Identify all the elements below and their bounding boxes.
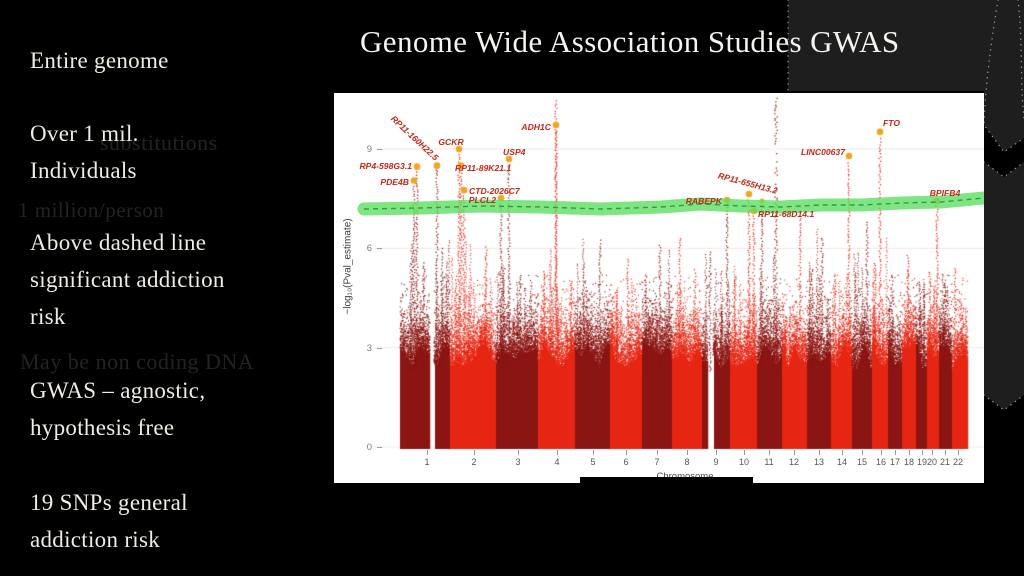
x-tick-label-10: 10 <box>738 457 749 467</box>
x-tick-mark <box>881 450 882 455</box>
snp-label-RP11-89K21.1: RP11-89K21.1 <box>455 163 511 173</box>
black-bar-overlay <box>580 477 753 483</box>
x-tick-mark <box>474 450 475 455</box>
x-tick-label-20: 20 <box>926 457 937 467</box>
snp-label-RP4-598G3.1: RP4-598G3.1 <box>359 161 412 171</box>
x-tick-label-22: 22 <box>952 457 963 467</box>
x-tick-label-11: 11 <box>764 457 774 467</box>
x-tick-mark <box>744 450 745 455</box>
x-tick-mark <box>518 450 519 455</box>
y-tick-label-9: 9 <box>366 144 372 156</box>
snp-label-LINC00637: LINC00637 <box>801 147 846 157</box>
x-tick-mark <box>687 450 688 455</box>
x-tick-mark <box>958 450 959 455</box>
x-tick-label-21: 21 <box>939 457 950 467</box>
snp-label-PDE4B: PDE4B <box>380 177 409 187</box>
deco-side-shape <box>984 162 1024 410</box>
x-tick-mark <box>657 450 658 455</box>
gwas-manhattan-plot: PDE4B RP4-598G3.1 RP11-160H22.5 GCKR RP11-89… <box>334 93 984 483</box>
snp-label-RP11-68D14.1: RP11-68D14.1 <box>758 209 814 219</box>
bullet-19-snps: 19 SNPs general addiction risk <box>30 490 188 552</box>
y-tick-mark <box>377 248 382 250</box>
x-tick-label-4: 4 <box>554 457 560 467</box>
x-tick-label-5: 5 <box>590 457 596 467</box>
x-tick-mark <box>593 450 594 455</box>
bullet-dashed-line: Above dashed line significant addiction … <box>30 230 225 329</box>
y-tick-mark <box>377 347 382 349</box>
x-tick-mark <box>932 450 933 455</box>
y-tick-label-3: 3 <box>366 342 372 354</box>
x-tick-label-6: 6 <box>623 457 629 467</box>
x-tick-mark <box>842 450 843 455</box>
snp-label-RABEPK: RABEPK <box>686 196 723 206</box>
x-tick-mark <box>769 450 770 455</box>
y-tick-label-6: 6 <box>366 243 372 255</box>
x-tick-label-1: 1 <box>424 457 430 467</box>
x-axis-title: Chromosome <box>605 471 765 482</box>
ghost-text-3: May be non coding DNA <box>20 349 255 374</box>
x-tick-mark <box>626 450 627 455</box>
x-tick-mark <box>557 450 558 455</box>
snp-label-USP4: USP4 <box>503 147 526 157</box>
x-tick-mark <box>922 450 923 455</box>
ghost-text-2: 1 million/person <box>18 198 165 222</box>
y-tick-label-0: 0 <box>366 442 372 453</box>
slide-title: Genome Wide Association Studies GWAS <box>360 24 900 59</box>
x-tick-mark <box>716 450 717 455</box>
ghost-text-1: substitutions <box>100 130 218 155</box>
snp-label-RP11-655H13.2: RP11-655H13.2 <box>717 170 779 196</box>
x-tick-mark <box>862 450 863 455</box>
x-tick-mark <box>895 450 896 455</box>
deco-top-shape <box>788 0 1024 152</box>
deco-dotted-borders <box>787 0 1024 411</box>
x-tick-label-18: 18 <box>903 457 914 467</box>
x-tick-label-15: 15 <box>856 457 867 467</box>
x-tick-label-12: 12 <box>788 457 799 467</box>
snp-label-GCKR: GCKR <box>438 137 464 147</box>
x-tick-mark <box>794 450 795 455</box>
x-tick-label-7: 7 <box>654 457 660 467</box>
bullet-individuals: Over 1 mil. Individuals <box>30 121 139 183</box>
x-tick-mark <box>909 450 910 455</box>
x-tick-label-17: 17 <box>889 457 900 467</box>
snp-label-PLCL2: PLCL2 <box>469 195 496 205</box>
x-tick-label-9: 9 <box>713 457 719 467</box>
x-tick-mark <box>819 450 820 455</box>
bullet-gwas-agnostic: GWAS – agnostic, hypothesis free <box>30 378 206 440</box>
snp-label-CTD-2026C7: CTD-2026C7 <box>469 186 521 196</box>
x-tick-label-8: 8 <box>684 457 690 467</box>
bullet-entire-genome: Entire genome <box>30 48 169 73</box>
manhattan-dots-canvas <box>334 93 984 483</box>
x-tick-label-2: 2 <box>471 457 477 467</box>
x-tick-label-3: 3 <box>515 457 521 467</box>
snp-label-RP11-160H22.5: RP11-160H22.5 <box>389 114 441 163</box>
x-tick-label-13: 13 <box>813 457 824 467</box>
y-tick-mark <box>377 447 382 448</box>
x-tick-label-19: 19 <box>916 457 927 467</box>
snp-label-FTO: FTO <box>883 118 900 128</box>
y-tick-mark <box>377 149 382 151</box>
y-axis-title: −log₁₀(Pval_estimate) <box>342 218 354 315</box>
x-tick-mark <box>427 450 428 455</box>
snp-label-BPIFB4: BPIFB4 <box>930 188 961 198</box>
significance-dashed-line <box>363 197 984 210</box>
x-tick-label-16: 16 <box>875 457 886 467</box>
x-tick-mark <box>945 450 946 455</box>
x-tick-label-14: 14 <box>836 457 847 467</box>
snp-label-ADH1C: ADH1C <box>520 122 551 132</box>
